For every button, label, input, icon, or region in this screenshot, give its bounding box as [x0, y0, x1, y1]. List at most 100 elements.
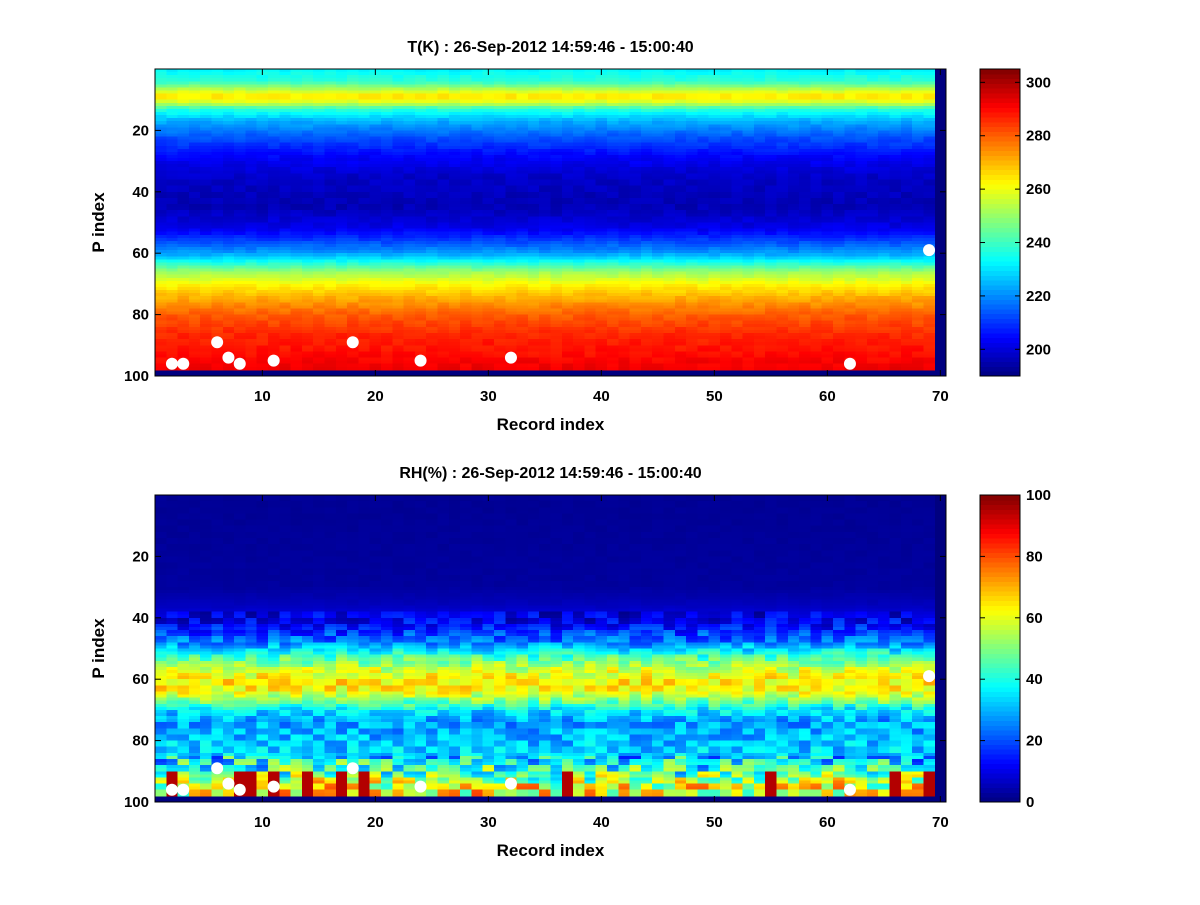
heatmap-cell [301, 207, 314, 211]
heatmap-cell [222, 207, 235, 211]
heatmap-cell [414, 139, 427, 144]
heatmap-cell [403, 259, 416, 263]
heatmap-cell [595, 216, 608, 220]
heatmap-cell [290, 363, 303, 368]
heatmap-cell [527, 339, 540, 343]
heatmap-cell [448, 311, 461, 315]
heatmap-cell [437, 225, 450, 230]
heatmap-cell [539, 336, 551, 340]
heatmap-cell [584, 262, 597, 266]
heatmap-cell [347, 240, 359, 245]
heatmap-cell [629, 283, 642, 288]
heatmap-cell [720, 124, 732, 128]
heatmap-cell [539, 167, 551, 171]
heatmap-cell [155, 256, 167, 260]
heatmap-cell [426, 81, 438, 85]
heatmap-cell [358, 299, 371, 303]
heatmap-cell [516, 115, 529, 119]
heatmap-cell [188, 237, 201, 242]
heatmap-cell [301, 201, 314, 205]
heatmap-cell [234, 280, 246, 285]
heatmap-cell [550, 191, 563, 196]
heatmap-cell [550, 342, 563, 346]
heatmap-cell [697, 118, 710, 122]
heatmap-cell [573, 176, 585, 180]
heatmap-cell [595, 81, 608, 85]
heatmap-cell [290, 271, 303, 276]
heatmap-cell [561, 158, 574, 162]
heatmap-cell [200, 277, 212, 282]
heatmap-cell [392, 271, 404, 276]
heatmap-cell [448, 299, 461, 303]
heatmap-cell [392, 314, 404, 319]
heatmap-cell [629, 219, 642, 223]
heatmap-cell [494, 262, 506, 266]
heatmap-cell [234, 99, 246, 104]
heatmap-cell [640, 201, 653, 205]
heatmap-cell [290, 290, 303, 294]
heatmap-cell [279, 216, 291, 220]
heatmap-cell [573, 151, 585, 156]
heatmap-cell [414, 348, 427, 352]
heatmap-cell [188, 102, 201, 107]
heatmap-cell [629, 314, 642, 319]
heatmap-cell [155, 173, 167, 177]
heatmap-cell [607, 323, 619, 328]
heatmap-cell [211, 317, 224, 322]
heatmap-cell [460, 127, 472, 131]
heatmap-cell [155, 243, 167, 248]
heatmap-cell [301, 247, 314, 251]
heatmap-cell [674, 121, 687, 125]
heatmap-cell [245, 142, 258, 147]
heatmap-cell [629, 201, 642, 205]
heatmap-cell [607, 204, 619, 208]
heatmap-cell [177, 108, 190, 113]
heatmap-cell [279, 75, 291, 79]
heatmap-cell [381, 342, 393, 346]
heatmap-cell [392, 311, 404, 315]
heatmap-cell [392, 145, 404, 150]
heatmap-cell [155, 72, 167, 76]
heatmap-cell [426, 69, 438, 73]
heatmap-cell [448, 271, 461, 276]
heatmap-cell [279, 204, 291, 208]
heatmap-cell [177, 204, 190, 208]
heatmap-cell [494, 139, 506, 144]
heatmap-cell [516, 78, 529, 82]
heatmap-cell [618, 342, 630, 346]
heatmap-cell [720, 268, 732, 273]
heatmap-cell [403, 342, 416, 346]
heatmap-cell [708, 357, 721, 362]
heatmap-cell [674, 308, 687, 312]
heatmap-cell [697, 351, 710, 355]
heatmap-cell [403, 329, 416, 334]
heatmap-cell [301, 222, 314, 226]
heatmap-cell [301, 115, 314, 119]
heatmap-cell [200, 333, 212, 337]
heatmap-cell [482, 219, 495, 223]
heatmap-cell [155, 234, 167, 239]
heatmap-cell [268, 161, 280, 165]
heatmap-cell [222, 158, 235, 162]
heatmap-cell [618, 351, 630, 355]
heatmap-cell [347, 124, 359, 128]
heatmap-cell [392, 333, 404, 337]
heatmap-cell [335, 84, 348, 88]
heatmap-cell [663, 154, 676, 159]
heatmap-cell [539, 354, 551, 358]
heatmap-cell [290, 118, 303, 122]
heatmap-cell [663, 333, 676, 337]
heatmap-cell [482, 247, 495, 251]
heatmap-cell [482, 81, 495, 85]
heatmap-cell [414, 311, 427, 315]
heatmap-cell [674, 194, 687, 199]
heatmap-cell [369, 360, 382, 365]
heatmap-cell [324, 69, 337, 73]
heatmap-cell [347, 130, 359, 134]
heatmap-cell [268, 118, 280, 122]
heatmap-cell [652, 185, 664, 190]
heatmap-cell [494, 271, 506, 276]
heatmap-cell [279, 354, 291, 358]
heatmap-cell [324, 314, 337, 319]
heatmap-cell [155, 87, 167, 91]
